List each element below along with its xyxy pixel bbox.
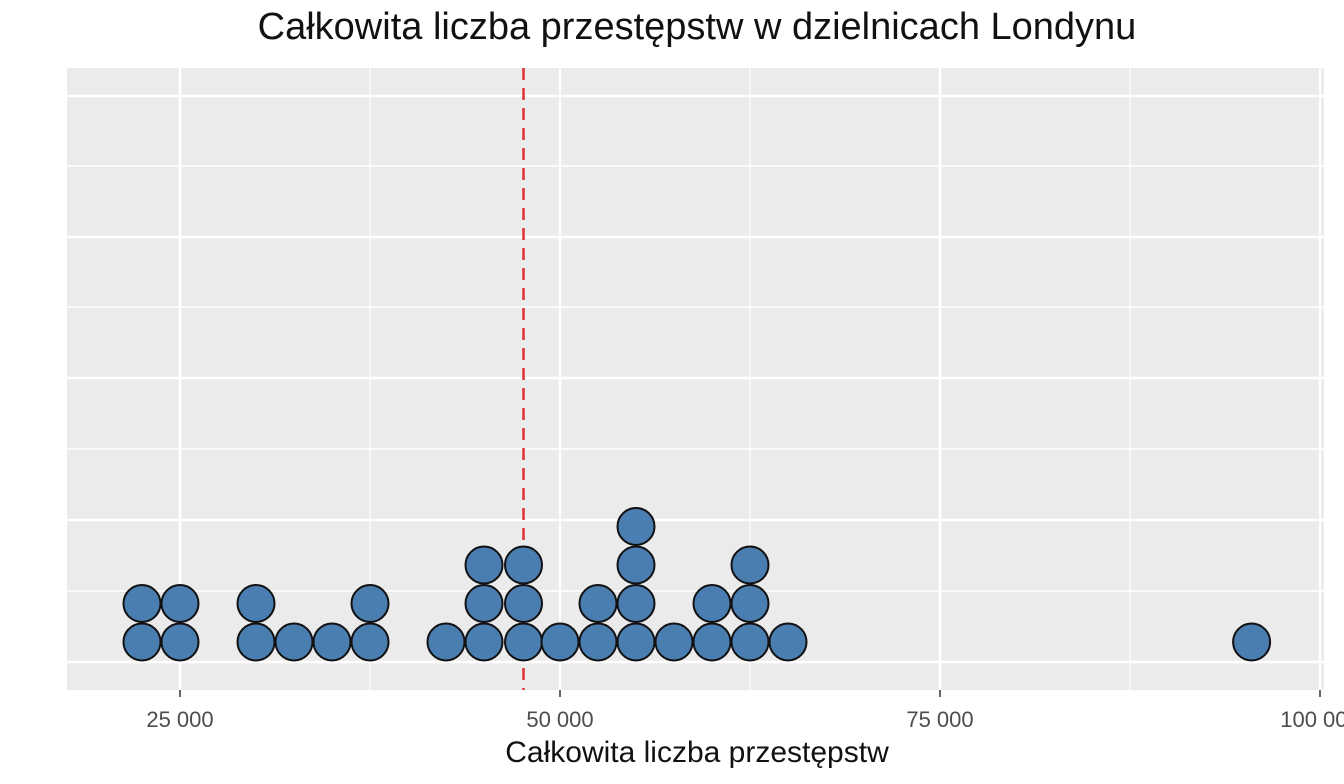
dot	[160, 584, 200, 623]
dot-plot: 25 000 50 000 75 000 100 000	[67, 68, 1344, 732]
dot	[426, 622, 466, 662]
dot	[504, 622, 544, 662]
dot	[1232, 622, 1272, 662]
x-tick-label: 75 000	[906, 707, 973, 732]
dot	[350, 584, 390, 623]
x-tick-label: 50 000	[526, 707, 593, 732]
chart-title: Całkowita liczba przestępstw w dzielnica…	[257, 6, 1137, 48]
dot	[578, 584, 618, 623]
dot	[122, 622, 162, 662]
dot	[236, 622, 276, 662]
dot	[464, 584, 504, 623]
dot	[122, 584, 162, 623]
x-axis-title: Całkowita liczba przestępstw	[505, 736, 889, 769]
grid-lines	[67, 68, 1324, 690]
dot	[616, 622, 656, 662]
dots	[122, 507, 1272, 662]
dot	[654, 622, 694, 662]
dot	[540, 622, 580, 662]
dot	[312, 622, 352, 662]
dot	[730, 584, 770, 623]
dot	[504, 584, 544, 623]
dot	[350, 622, 390, 662]
dot	[236, 584, 276, 623]
dot	[504, 545, 544, 585]
dot	[274, 622, 314, 662]
dot	[616, 545, 656, 585]
x-tick-label: 25 000	[146, 707, 213, 732]
dot	[578, 622, 618, 662]
x-axis: 25 000 50 000 75 000 100 000	[146, 690, 1344, 732]
dot	[160, 622, 200, 662]
dot	[692, 584, 732, 623]
dot	[616, 584, 656, 623]
dot	[730, 545, 770, 585]
dot	[464, 545, 504, 585]
x-tick-label: 100 000	[1280, 707, 1344, 732]
dot	[616, 507, 656, 546]
dot	[464, 622, 504, 662]
dot	[768, 622, 808, 662]
dot	[730, 622, 770, 662]
dot	[692, 622, 732, 662]
